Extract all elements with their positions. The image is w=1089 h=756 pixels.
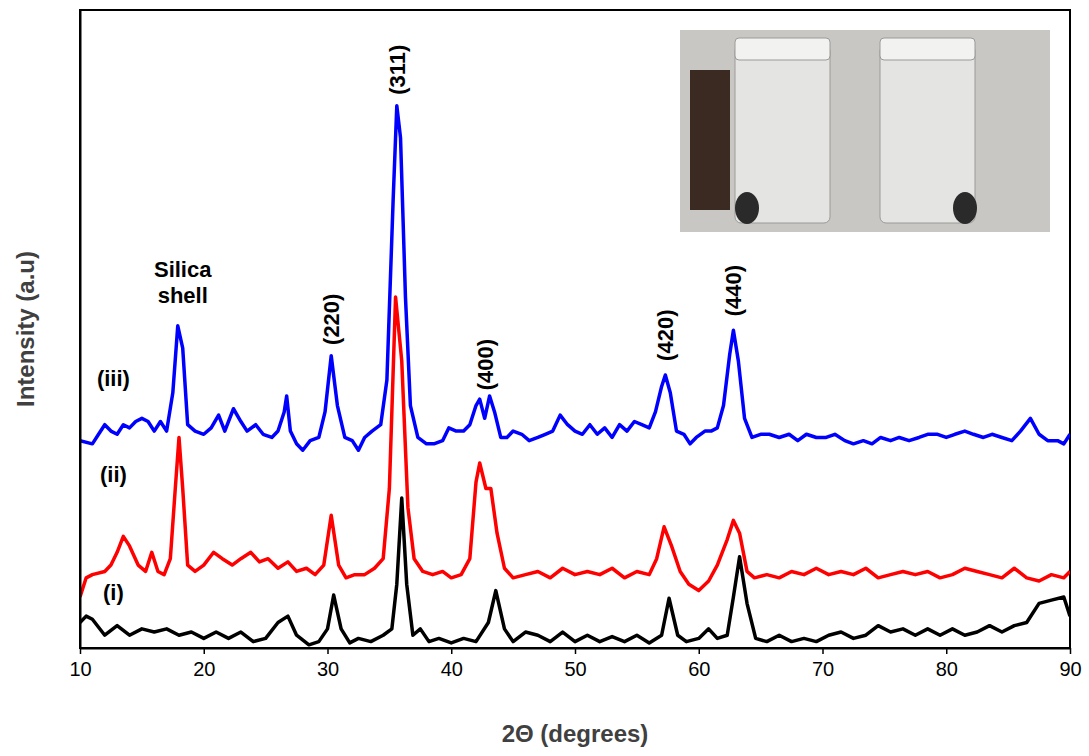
annotations: Silicashell (iii) (ii) (i) (220) (311) (400) (4…	[97, 45, 746, 605]
plot: 10 20 30 40 50 60 70 80 90	[69, 10, 1081, 680]
x-tick: 30	[317, 648, 339, 680]
y-axis	[80, 11, 81, 649]
x-tick: 10	[69, 648, 91, 680]
x-tick: 60	[688, 648, 710, 680]
x-tick-label: 20	[193, 658, 215, 680]
x-tick: 40	[441, 648, 463, 680]
inset-cap	[735, 38, 830, 60]
x-tick-mark	[699, 648, 701, 654]
peak-label: (420)	[653, 310, 678, 361]
x-tick-mark	[575, 648, 577, 654]
x-tick-label: 10	[69, 658, 91, 680]
inset-cap	[880, 38, 975, 60]
annotation: Silicashell	[154, 257, 212, 308]
x-tick-label: 60	[688, 658, 710, 680]
series-group	[80, 106, 1070, 645]
x-tick: 90	[1059, 648, 1081, 680]
peak-label: (440)	[721, 265, 746, 316]
x-tick-label: 40	[441, 658, 463, 680]
series-line	[80, 297, 1070, 597]
inset-particles	[735, 192, 759, 224]
x-tick: 50	[564, 648, 586, 680]
annotation: (ii)	[100, 462, 127, 487]
x-tick-mark	[946, 648, 948, 654]
x-tick-label: 30	[317, 658, 339, 680]
inset-vial	[735, 45, 830, 223]
annotation: (i)	[103, 580, 124, 605]
x-tick-mark	[451, 648, 453, 654]
x-tick-label: 80	[936, 658, 958, 680]
x-tick-label: 90	[1059, 658, 1081, 680]
inset-photo	[680, 30, 1050, 232]
series-line	[80, 106, 1070, 451]
x-tick-mark	[822, 648, 824, 654]
x-tick-label: 70	[812, 658, 834, 680]
x-tick-mark	[327, 648, 329, 654]
inset-magnet	[690, 70, 730, 210]
x-tick: 20	[193, 648, 215, 680]
y-axis-title: Intensity (a.u)	[12, 251, 39, 407]
x-tick: 80	[936, 648, 958, 680]
peak-label: (400)	[473, 339, 498, 390]
x-tick: 70	[812, 648, 834, 680]
x-tick-mark	[1070, 648, 1072, 654]
x-tick-label: 50	[564, 658, 586, 680]
peak-label: (220)	[319, 294, 344, 345]
x-tick-mark	[80, 648, 82, 654]
y-axis-line	[80, 11, 82, 649]
x-axis-title: 2Θ (degrees)	[502, 720, 649, 747]
x-tick-mark	[204, 648, 206, 654]
inset-particles	[953, 192, 977, 224]
peak-label: (311)	[385, 45, 410, 95]
x-axis: 10 20 30 40 50 60 70 80 90	[69, 648, 1081, 680]
plot-frame	[80, 10, 1070, 648]
chart: 10 20 30 40 50 60 70 80 90 2Θ (degrees) Intensity …	[0, 0, 1089, 756]
annotation: (iii)	[97, 366, 130, 391]
inset-background	[680, 30, 1050, 232]
